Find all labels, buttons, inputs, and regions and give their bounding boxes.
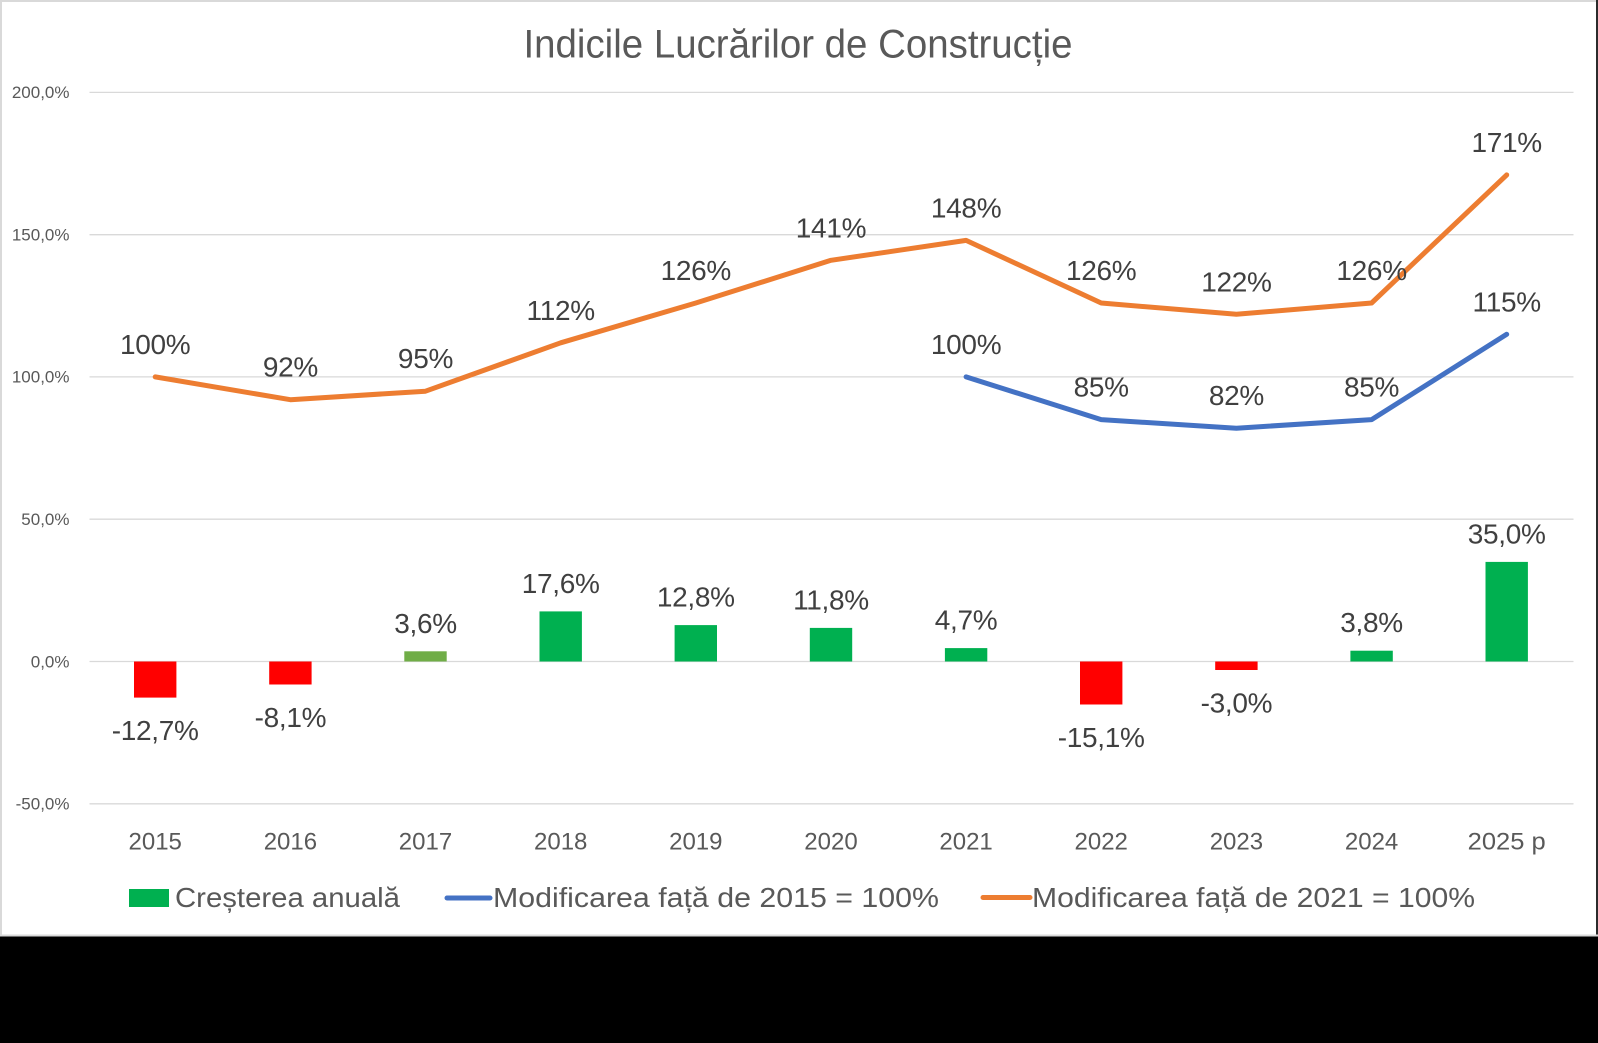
svg-text:150,0%: 150,0%	[12, 226, 70, 245]
svg-text:95%: 95%	[398, 343, 453, 374]
svg-text:2021: 2021	[939, 829, 992, 856]
svg-text:-8,1%: -8,1%	[255, 702, 327, 733]
svg-text:100%: 100%	[931, 329, 1001, 360]
svg-text:92%: 92%	[263, 352, 318, 383]
svg-text:17,6%: 17,6%	[522, 568, 600, 599]
svg-text:2022: 2022	[1075, 829, 1128, 856]
svg-text:50,0%: 50,0%	[21, 510, 69, 529]
svg-text:141%: 141%	[796, 212, 866, 243]
svg-text:-15,1%: -15,1%	[1058, 722, 1145, 753]
svg-text:0,0%: 0,0%	[31, 652, 70, 671]
svg-text:126%: 126%	[1066, 255, 1136, 286]
svg-text:126%: 126%	[1336, 255, 1406, 286]
svg-text:2015: 2015	[129, 829, 182, 856]
svg-text:2019: 2019	[669, 829, 722, 856]
svg-text:122%: 122%	[1201, 266, 1271, 297]
svg-text:82%: 82%	[1209, 380, 1264, 411]
svg-text:85%: 85%	[1074, 372, 1129, 403]
svg-text:200,0%: 200,0%	[12, 83, 70, 102]
svg-text:12,8%: 12,8%	[657, 582, 735, 613]
svg-text:Indicile Lucrărilor de Constru: Indicile Lucrărilor de Construcție	[524, 23, 1073, 67]
svg-text:-50,0%: -50,0%	[16, 795, 70, 814]
svg-text:112%: 112%	[527, 295, 595, 326]
svg-text:4,7%: 4,7%	[935, 605, 998, 636]
svg-text:171%: 171%	[1471, 127, 1541, 158]
svg-text:2017: 2017	[399, 829, 452, 856]
svg-text:3,6%: 3,6%	[394, 608, 457, 639]
svg-text:148%: 148%	[931, 192, 1001, 223]
svg-text:100,0%: 100,0%	[12, 368, 70, 387]
svg-text:35,0%: 35,0%	[1468, 518, 1546, 549]
svg-text:2018: 2018	[534, 829, 587, 856]
svg-text:2025 p: 2025 p	[1468, 829, 1546, 856]
svg-text:85%: 85%	[1344, 372, 1399, 403]
svg-text:2016: 2016	[264, 829, 317, 856]
svg-text:2023: 2023	[1210, 829, 1263, 856]
svg-text:Modificarea față de 2021 = 100: Modificarea față de 2021 = 100%	[1032, 882, 1475, 913]
svg-text:126%: 126%	[661, 255, 731, 286]
svg-text:11,8%: 11,8%	[793, 584, 869, 615]
svg-text:2024: 2024	[1345, 829, 1398, 856]
svg-text:-12,7%: -12,7%	[112, 715, 199, 746]
svg-text:100%: 100%	[120, 329, 190, 360]
svg-text:2020: 2020	[804, 829, 857, 856]
svg-text:3,8%: 3,8%	[1340, 607, 1403, 638]
svg-text:115%: 115%	[1473, 286, 1541, 317]
svg-text:Creșterea anuală: Creșterea anuală	[175, 882, 400, 913]
svg-text:Modificarea față de 2015 = 100: Modificarea față de 2015 = 100%	[493, 882, 939, 913]
svg-text:-3,0%: -3,0%	[1201, 688, 1273, 719]
